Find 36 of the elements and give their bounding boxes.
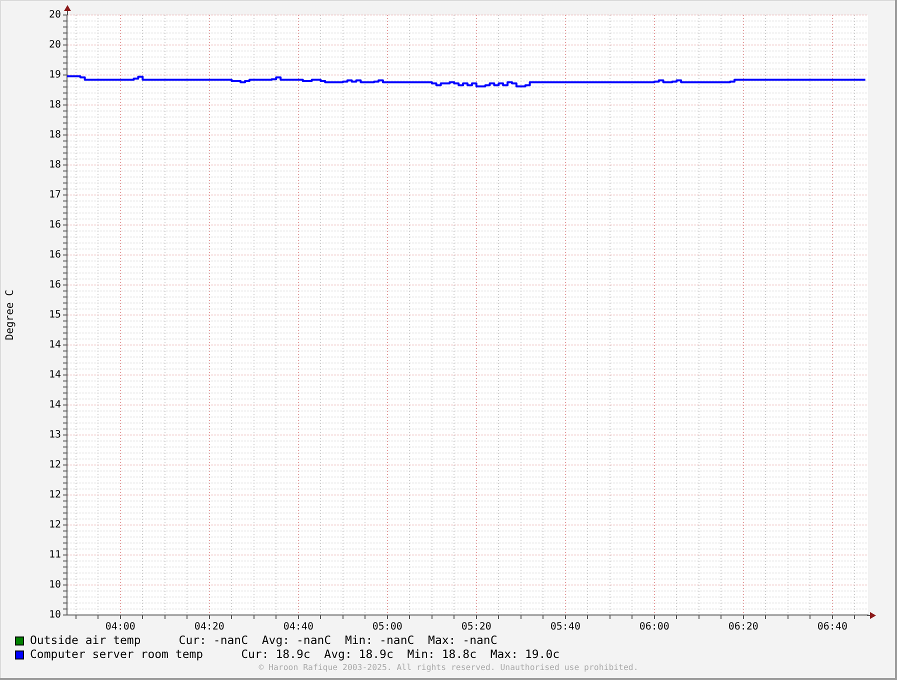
y-tick-label: 18 xyxy=(48,130,61,141)
y-tick-label: 12 xyxy=(48,460,61,471)
y-axis-title: Degree C xyxy=(4,290,16,340)
x-tick-label: 05:20 xyxy=(461,622,492,633)
y-tick-label: 14 xyxy=(48,340,61,351)
x-tick-label: 04:00 xyxy=(105,622,136,633)
legend-label: Outside air temp xyxy=(30,632,141,647)
y-tick-label: 15 xyxy=(48,310,61,321)
y-tick-label: 16 xyxy=(48,220,61,231)
y-tick-label: 12 xyxy=(48,520,61,531)
y-tick-label: 13 xyxy=(48,430,61,441)
x-tick-label: 06:20 xyxy=(728,622,758,633)
x-tick-label: 04:40 xyxy=(283,622,314,633)
text: © Haroon Rafique 2003-2025. All rights reserved. Unauthorised use prohibited. xyxy=(258,662,638,672)
x-tick-label: 04:20 xyxy=(194,622,224,633)
text: Cur: -nanC Avg: -nanC Min: -nanC Max: -nanC xyxy=(178,632,498,647)
y-tick-label: 10 xyxy=(48,580,61,591)
y-tick-label: 18 xyxy=(48,160,61,171)
y-tick-label: 18 xyxy=(48,100,61,111)
y-tick-label: 14 xyxy=(48,370,61,381)
y-tick-label: 12 xyxy=(48,490,61,501)
y-tick-label: 17 xyxy=(48,190,61,201)
x-tick-label: 06:00 xyxy=(639,622,670,633)
y-tick-label: 14 xyxy=(48,400,61,411)
y-tick-label: 19 xyxy=(48,70,61,81)
text: Cur: 18.9c Avg: 18.9c Min: 18.8c Max: 19.0c xyxy=(241,646,560,661)
y-tick-label: 20 xyxy=(48,40,61,51)
y-tick-label: 10 xyxy=(48,610,61,621)
y-tick-label: 20 xyxy=(48,10,61,21)
legend-label: Computer server room temp xyxy=(30,646,204,661)
y-tick-label: 16 xyxy=(48,250,61,261)
y-tick-label: 11 xyxy=(48,550,61,561)
x-tick-label: 05:40 xyxy=(550,622,580,633)
x-tick-label: 06:40 xyxy=(817,622,848,633)
y-tick-label: 16 xyxy=(48,280,61,291)
x-tick-label: 05:00 xyxy=(372,622,402,633)
